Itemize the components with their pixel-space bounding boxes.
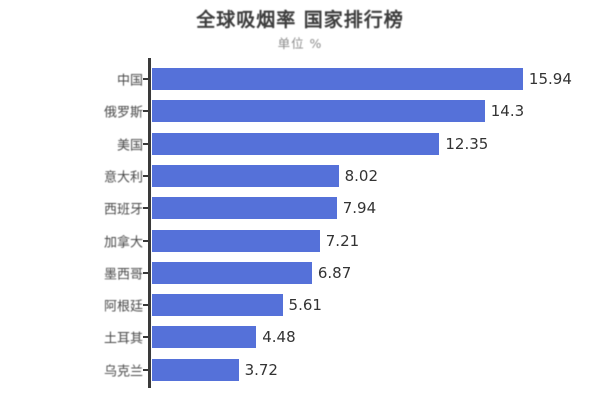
value-label: 5.61 [286,295,324,316]
bar [152,197,337,220]
bar-row: 乌克兰 3.72 [0,358,600,381]
value-label: 7.94 [340,198,379,219]
value-label: 8.02 [342,165,381,186]
bar-row: 加拿大 7.21 [0,229,600,252]
bar-row: 美国 12.35 [0,132,600,155]
bar [152,132,440,155]
bar [152,68,523,90]
chart-title: 全球吸烟率 国家排行榜 [196,9,404,31]
value-label: 7.21 [323,230,362,251]
bar [152,164,339,187]
bar [152,358,239,381]
y-axis-label: 俄罗斯 [103,105,143,121]
axis-tick-mark [143,207,148,210]
bar-row: 阿根廷 5.61 [0,294,600,317]
value-label: 6.87 [315,262,354,283]
bar-row: 西班牙 7.94 [0,197,600,220]
bar-row: 中国 15.94 [0,68,600,90]
value-label: 4.48 [260,327,298,348]
y-axis-label: 中国 [116,73,143,89]
y-axis-label: 土耳其 [103,331,143,347]
axis-tick-mark [143,271,148,274]
axis-tick-mark [143,336,148,339]
bar [152,100,485,123]
axis-tick-mark [143,368,148,371]
value-label: 12.35 [443,133,491,154]
bar-row: 俄罗斯 14.3 [0,100,600,123]
axis-tick-mark [143,239,148,242]
bar-row: 墨西哥 6.87 [0,261,600,284]
y-axis-label: 乌克兰 [103,364,143,380]
y-axis-label: 墨西哥 [103,267,143,283]
y-axis-label: 美国 [116,138,143,154]
value-label: 3.72 [242,359,280,380]
axis-tick-mark [143,78,148,80]
axis-tick-mark [143,304,148,307]
chart-subtitle: 单位 % [277,36,323,51]
axis-tick-mark [143,110,148,113]
y-axis-label: 加拿大 [103,235,143,250]
value-label: 15.94 [526,69,574,89]
bar [152,261,312,284]
y-axis-label: 西班牙 [103,202,143,218]
y-axis-spine [148,58,151,388]
bar [152,294,283,317]
bar-row: 土耳其 4.48 [0,326,600,349]
bar [152,326,257,349]
y-axis-label: 意大利 [103,170,143,186]
bar [152,229,320,252]
axis-tick-mark [143,174,148,177]
y-axis-label: 阿根廷 [103,299,143,315]
axis-tick-mark [143,142,148,145]
value-label: 14.3 [488,101,527,122]
bar-row: 意大利 8.02 [0,164,600,187]
